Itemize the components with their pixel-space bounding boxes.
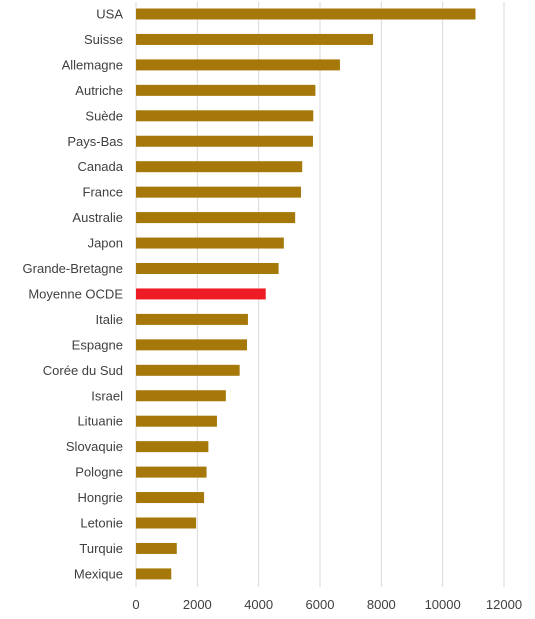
category-label: Japon	[88, 236, 123, 251]
category-label: Moyenne OCDE	[28, 286, 123, 301]
category-label: Suisse	[84, 32, 123, 47]
bar-hongrie	[136, 492, 205, 504]
category-label: Turquie	[79, 541, 123, 556]
category-label: Slovaquie	[66, 439, 123, 454]
category-label: Pologne	[75, 465, 123, 480]
bar-letonie	[136, 517, 197, 529]
bar-usa	[136, 8, 476, 20]
bar-cor-e-du-sud	[136, 364, 240, 376]
x-tick-label: 4000	[244, 597, 273, 612]
category-label: Pays-Bas	[67, 134, 123, 149]
category-label: Canada	[77, 159, 123, 174]
bar-grande-bretagne	[136, 263, 279, 274]
bar-autriche	[136, 84, 316, 96]
bar-espagne	[136, 339, 248, 351]
bar-turquie	[136, 542, 177, 554]
category-label: Australie	[72, 210, 123, 225]
category-labels: USA Suisse Allemagne Autriche Suède Pays-Bas C…	[23, 7, 124, 582]
category-label: Autriche	[75, 83, 123, 98]
category-label: Grande-Bretagne	[23, 261, 123, 276]
bar-israel	[136, 390, 226, 402]
bar-italie	[136, 313, 248, 325]
bar-canada	[136, 161, 303, 173]
category-label: Corée du Sud	[43, 363, 123, 378]
bar-mexique	[136, 568, 172, 580]
x-tick-label: 8000	[367, 597, 396, 612]
category-label: Hongrie	[77, 490, 123, 505]
category-label: Mexique	[74, 566, 123, 581]
bar-france	[136, 186, 301, 198]
category-label: France	[83, 185, 123, 200]
bar-pologne	[136, 466, 207, 478]
bar-moyenne-ocde	[136, 288, 266, 300]
category-label: Italie	[96, 312, 123, 327]
bar-slovaquie	[136, 441, 209, 453]
x-tick-label: 2000	[183, 597, 212, 612]
bar-su-de	[136, 110, 314, 122]
category-label: Letonie	[80, 516, 123, 531]
x-tick-label: 0	[132, 597, 139, 612]
x-tick-label: 10000	[425, 597, 461, 612]
bar-allemagne	[136, 59, 340, 71]
bar-lituanie	[136, 415, 217, 427]
bar-pays-bas	[136, 135, 313, 147]
category-label: Lituanie	[77, 414, 123, 429]
category-label: Espagne	[72, 337, 123, 352]
category-label: USA	[96, 7, 123, 22]
bar-australie	[136, 212, 296, 224]
bar-japon	[136, 237, 284, 249]
category-label: Allemagne	[62, 57, 123, 72]
x-tick-label: 6000	[306, 597, 335, 612]
category-label: Israel	[91, 388, 123, 403]
bar-suisse	[136, 33, 374, 45]
category-label: Suède	[85, 108, 123, 123]
bars	[136, 8, 476, 580]
x-axis-tick-labels: 0 2000 4000 6000 8000 10000 12000	[132, 597, 522, 612]
x-tick-label: 12000	[486, 597, 522, 612]
